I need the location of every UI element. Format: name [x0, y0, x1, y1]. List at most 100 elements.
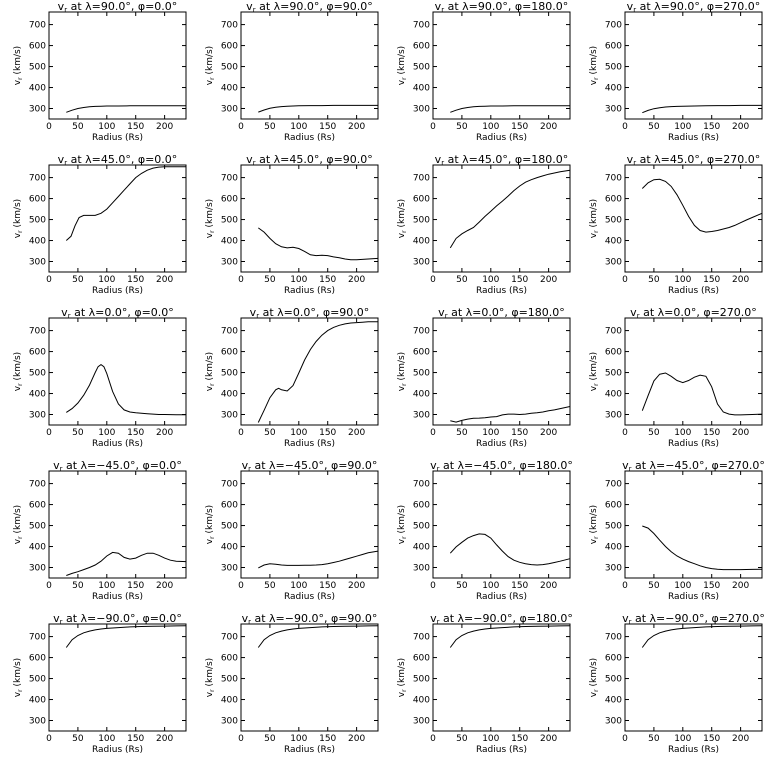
x-tick-label: 200	[732, 734, 749, 744]
x-tick-label: 150	[319, 734, 336, 744]
x-tick-label: 0	[622, 581, 628, 591]
y-axis-label: vr (km/s)	[205, 658, 216, 697]
x-tick-label: 100	[290, 122, 307, 132]
y-tick-label: 500	[605, 63, 622, 73]
x-tick-label: 100	[98, 428, 115, 438]
y-tick-label: 600	[29, 501, 46, 511]
y-tick-label: 600	[605, 501, 622, 511]
x-axis-label: Radius (Rs)	[668, 745, 719, 755]
x-tick-label: 100	[674, 581, 691, 591]
x-tick-label: 50	[456, 734, 468, 744]
y-axis-label: vr (km/s)	[13, 46, 24, 85]
x-tick-label: 150	[127, 122, 144, 132]
x-axis-label: Radius (Rs)	[476, 439, 527, 449]
x-tick-label: 50	[456, 122, 468, 132]
plot-frame	[48, 11, 187, 120]
x-tick-label: 200	[732, 122, 749, 132]
y-tick-label: 400	[413, 84, 430, 94]
x-axis-label: Radius (Rs)	[668, 592, 719, 602]
x-tick-label: 50	[72, 734, 84, 744]
series-line	[258, 550, 379, 569]
y-tick-label: 300	[29, 411, 46, 421]
x-tick-label: 150	[319, 275, 336, 285]
y-axis-label: vr (km/s)	[589, 199, 600, 238]
chart-panel: vr at λ=−45.0°, φ=0.0° 0 50 100 150 200 300 400…	[13, 459, 187, 602]
y-tick-label: 500	[221, 369, 238, 379]
x-tick-label: 150	[127, 734, 144, 744]
y-tick-label: 700	[29, 480, 46, 490]
y-tick-label: 400	[413, 543, 430, 553]
x-tick-label: 0	[46, 428, 52, 438]
series-line	[258, 227, 379, 261]
y-tick-label: 500	[413, 675, 430, 685]
y-axis-label: vr (km/s)	[13, 658, 24, 697]
y-tick-label: 700	[413, 327, 430, 337]
y-tick-label: 600	[413, 195, 430, 205]
x-tick-label: 150	[319, 428, 336, 438]
chart-panel: vr at λ=0.0°, φ=180.0° 0 50 100 150 200 300 400…	[397, 306, 571, 449]
y-tick-label: 600	[413, 42, 430, 52]
x-axis-label: Radius (Rs)	[284, 286, 335, 296]
x-tick-label: 100	[674, 428, 691, 438]
y-tick-label: 600	[221, 348, 238, 358]
y-axis-label: vr (km/s)	[13, 199, 24, 238]
y-tick-label: 600	[29, 348, 46, 358]
y-tick-label: 500	[413, 369, 430, 379]
y-tick-label: 500	[413, 63, 430, 73]
x-tick-label: 150	[511, 122, 528, 132]
x-tick-label: 0	[238, 581, 244, 591]
x-tick-label: 0	[46, 275, 52, 285]
y-axis-label: vr (km/s)	[205, 505, 216, 544]
x-tick-label: 200	[156, 734, 173, 744]
y-tick-label: 400	[413, 696, 430, 706]
y-axis-label: vr (km/s)	[205, 199, 216, 238]
plot-frame	[240, 317, 379, 426]
x-tick-label: 50	[648, 428, 660, 438]
panel-title: vr at λ=45.0°, φ=270.0°	[627, 153, 761, 167]
y-tick-label: 700	[605, 174, 622, 184]
x-tick-label: 200	[156, 581, 173, 591]
y-tick-label: 500	[605, 522, 622, 532]
y-tick-label: 600	[29, 654, 46, 664]
x-tick-label: 150	[511, 275, 528, 285]
x-axis-label: Radius (Rs)	[284, 133, 335, 143]
y-tick-label: 300	[605, 105, 622, 115]
y-axis-label: vr (km/s)	[397, 199, 408, 238]
x-tick-label: 50	[72, 122, 84, 132]
y-tick-label: 300	[605, 411, 622, 421]
x-tick-label: 150	[703, 734, 720, 744]
series-line	[641, 625, 763, 648]
y-tick-label: 600	[221, 42, 238, 52]
panel-title: vr at λ=0.0°, φ=0.0°	[61, 306, 174, 320]
y-tick-label: 400	[221, 696, 238, 706]
plot-frame	[240, 11, 379, 120]
chart-panel: vr at λ=−90.0°, φ=270.0° 0 50 100 150 200 300 4…	[589, 612, 765, 755]
y-tick-label: 400	[29, 543, 46, 553]
x-tick-label: 50	[456, 428, 468, 438]
plot-frame	[48, 317, 187, 426]
x-tick-label: 0	[238, 122, 244, 132]
x-tick-label: 150	[703, 428, 720, 438]
y-tick-label: 400	[29, 84, 46, 94]
y-axis-label: vr (km/s)	[397, 352, 408, 391]
x-tick-label: 0	[622, 122, 628, 132]
plot-frame	[48, 164, 187, 273]
y-tick-label: 400	[605, 390, 622, 400]
panel-title: vr at λ=−90.0°, φ=270.0°	[622, 612, 765, 626]
y-tick-label: 400	[29, 390, 46, 400]
x-tick-label: 200	[156, 428, 173, 438]
x-tick-label: 50	[456, 581, 468, 591]
series-line	[641, 178, 763, 233]
y-tick-label: 700	[413, 633, 430, 643]
panel-title: vr at λ=−90.0°, φ=180.0°	[430, 612, 573, 626]
x-tick-label: 150	[511, 581, 528, 591]
chart-panel: vr at λ=−90.0°, φ=0.0° 0 50 100 150 200 300 400…	[13, 612, 187, 755]
x-tick-label: 200	[732, 581, 749, 591]
y-tick-label: 700	[413, 21, 430, 31]
x-tick-label: 200	[540, 734, 557, 744]
x-tick-label: 0	[46, 581, 52, 591]
y-tick-label: 500	[221, 63, 238, 73]
y-tick-label: 600	[221, 654, 238, 664]
chart-panel: vr at λ=−45.0°, φ=270.0° 0 50 100 150 200 300 4…	[589, 459, 765, 602]
plot-frame	[48, 470, 187, 579]
